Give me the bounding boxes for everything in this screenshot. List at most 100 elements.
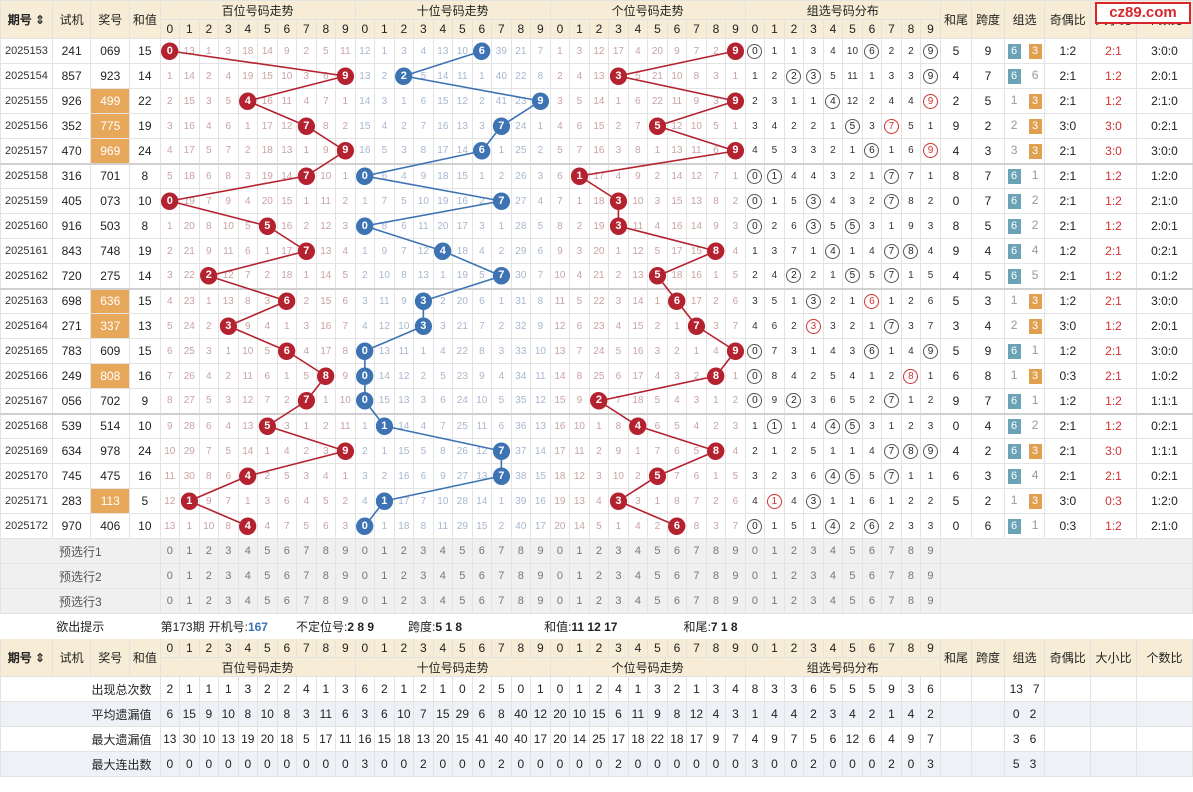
preselect-digit[interactable]: 2 bbox=[588, 563, 610, 589]
preselect-digit[interactable]: 8 bbox=[510, 588, 532, 614]
preselect-digit[interactable]: 6 bbox=[861, 563, 883, 589]
preselect-digit[interactable]: 7 bbox=[686, 538, 707, 564]
preselect-digit[interactable]: 8 bbox=[510, 563, 532, 589]
preselect-digit[interactable]: 4 bbox=[432, 563, 454, 589]
preselect-digit[interactable]: 7 bbox=[686, 563, 707, 589]
preselect-digit[interactable]: 0 bbox=[159, 563, 181, 589]
preselect-digit[interactable]: 2 bbox=[588, 538, 610, 564]
preselect-digit[interactable]: 1 bbox=[179, 563, 200, 589]
preselect-digit[interactable]: 8 bbox=[705, 588, 727, 614]
preselect-digit[interactable]: 9 bbox=[725, 538, 746, 564]
footer-header-issue[interactable]: 期号 ⇕ bbox=[0, 638, 53, 677]
preselect-digit[interactable]: 1 bbox=[764, 563, 785, 589]
preselect-digit[interactable]: 8 bbox=[315, 538, 337, 564]
preselect-digit[interactable]: 7 bbox=[296, 538, 317, 564]
preselect-digit[interactable]: 9 bbox=[335, 538, 356, 564]
preselect-digit[interactable]: 3 bbox=[218, 588, 239, 614]
preselect-digit[interactable]: 1 bbox=[764, 588, 785, 614]
preselect-digit[interactable]: 7 bbox=[296, 588, 317, 614]
preselect-digit[interactable]: 7 bbox=[491, 588, 512, 614]
preselect-digit[interactable]: 8 bbox=[705, 563, 727, 589]
preselect-digit[interactable]: 2 bbox=[783, 563, 805, 589]
preselect-digit[interactable]: 2 bbox=[393, 588, 415, 614]
preselect-digit[interactable]: 5 bbox=[842, 563, 863, 589]
preselect-digit[interactable]: 9 bbox=[530, 563, 551, 589]
site-logo[interactable]: cz89.com bbox=[1095, 2, 1191, 24]
preselect-digit[interactable]: 3 bbox=[218, 563, 239, 589]
preselect-digit[interactable]: 5 bbox=[842, 588, 863, 614]
preselect-digit[interactable]: 7 bbox=[881, 563, 902, 589]
preselect-digit[interactable]: 1 bbox=[374, 588, 395, 614]
preselect-digit[interactable]: 0 bbox=[354, 538, 376, 564]
preselect-digit[interactable]: 3 bbox=[803, 538, 824, 564]
header-issue[interactable]: 期号 ⇕ bbox=[0, 0, 53, 39]
preselect-digit[interactable]: 0 bbox=[744, 588, 766, 614]
preselect-digit[interactable]: 5 bbox=[647, 588, 668, 614]
preselect-digit[interactable]: 4 bbox=[627, 588, 649, 614]
preselect-digit[interactable]: 3 bbox=[218, 538, 239, 564]
preselect-digit[interactable]: 5 bbox=[452, 538, 473, 564]
preselect-digit[interactable]: 3 bbox=[608, 538, 629, 564]
preselect-digit[interactable]: 4 bbox=[432, 538, 454, 564]
preselect-digit[interactable]: 7 bbox=[881, 538, 902, 564]
preselect-digit[interactable]: 8 bbox=[510, 538, 532, 564]
preselect-digit[interactable]: 9 bbox=[920, 563, 941, 589]
preselect-digit[interactable]: 6 bbox=[861, 588, 883, 614]
preselect-digit[interactable]: 3 bbox=[608, 588, 629, 614]
preselect-digit[interactable]: 6 bbox=[276, 563, 298, 589]
preselect-digit[interactable]: 9 bbox=[920, 538, 941, 564]
preselect-digit[interactable]: 9 bbox=[530, 538, 551, 564]
preselect-digit[interactable]: 2 bbox=[198, 588, 220, 614]
preselect-digit[interactable]: 1 bbox=[374, 538, 395, 564]
preselect-digit[interactable]: 5 bbox=[647, 563, 668, 589]
preselect-digit[interactable]: 1 bbox=[179, 538, 200, 564]
preselect-digit[interactable]: 6 bbox=[276, 588, 298, 614]
preselect-digit[interactable]: 6 bbox=[861, 538, 883, 564]
preselect-digit[interactable]: 9 bbox=[725, 563, 746, 589]
preselect-digit[interactable]: 8 bbox=[900, 563, 922, 589]
preselect-digit[interactable]: 1 bbox=[569, 563, 590, 589]
preselect-digit[interactable]: 4 bbox=[432, 588, 454, 614]
preselect-digit[interactable]: 2 bbox=[783, 588, 805, 614]
preselect-digit[interactable]: 5 bbox=[257, 588, 278, 614]
preselect-digit[interactable]: 9 bbox=[335, 588, 356, 614]
preselect-digit[interactable]: 0 bbox=[549, 563, 571, 589]
preselect-digit[interactable]: 7 bbox=[881, 588, 902, 614]
preselect-digit[interactable]: 4 bbox=[822, 538, 844, 564]
preselect-digit[interactable]: 8 bbox=[900, 588, 922, 614]
preselect-digit[interactable]: 6 bbox=[471, 538, 493, 564]
preselect-digit[interactable]: 9 bbox=[335, 563, 356, 589]
preselect-digit[interactable]: 2 bbox=[198, 538, 220, 564]
preselect-digit[interactable]: 8 bbox=[900, 538, 922, 564]
preselect-digit[interactable]: 4 bbox=[237, 538, 259, 564]
preselect-digit[interactable]: 0 bbox=[549, 588, 571, 614]
preselect-digit[interactable]: 4 bbox=[822, 588, 844, 614]
preselect-digit[interactable]: 7 bbox=[686, 588, 707, 614]
preselect-digit[interactable]: 6 bbox=[666, 563, 688, 589]
preselect-digit[interactable]: 1 bbox=[569, 538, 590, 564]
preselect-digit[interactable]: 7 bbox=[296, 563, 317, 589]
preselect-digit[interactable]: 4 bbox=[237, 588, 259, 614]
preselect-digit[interactable]: 7 bbox=[491, 538, 512, 564]
preselect-digit[interactable]: 6 bbox=[666, 538, 688, 564]
preselect-digit[interactable]: 5 bbox=[452, 588, 473, 614]
preselect-digit[interactable]: 4 bbox=[237, 563, 259, 589]
preselect-digit[interactable]: 3 bbox=[413, 563, 434, 589]
preselect-digit[interactable]: 5 bbox=[647, 538, 668, 564]
preselect-digit[interactable]: 1 bbox=[374, 563, 395, 589]
preselect-digit[interactable]: 2 bbox=[393, 563, 415, 589]
preselect-digit[interactable]: 6 bbox=[276, 538, 298, 564]
preselect-digit[interactable]: 6 bbox=[471, 563, 493, 589]
preselect-digit[interactable]: 5 bbox=[257, 538, 278, 564]
preselect-digit[interactable]: 5 bbox=[452, 563, 473, 589]
preselect-digit[interactable]: 9 bbox=[725, 588, 746, 614]
preselect-digit[interactable]: 3 bbox=[413, 588, 434, 614]
preselect-digit[interactable]: 0 bbox=[354, 588, 376, 614]
preselect-digit[interactable]: 6 bbox=[666, 588, 688, 614]
preselect-digit[interactable]: 3 bbox=[803, 563, 824, 589]
preselect-digit[interactable]: 0 bbox=[159, 588, 181, 614]
preselect-digit[interactable]: 4 bbox=[627, 563, 649, 589]
preselect-digit[interactable]: 7 bbox=[491, 563, 512, 589]
preselect-digit[interactable]: 9 bbox=[920, 588, 941, 614]
preselect-digit[interactable]: 4 bbox=[822, 563, 844, 589]
